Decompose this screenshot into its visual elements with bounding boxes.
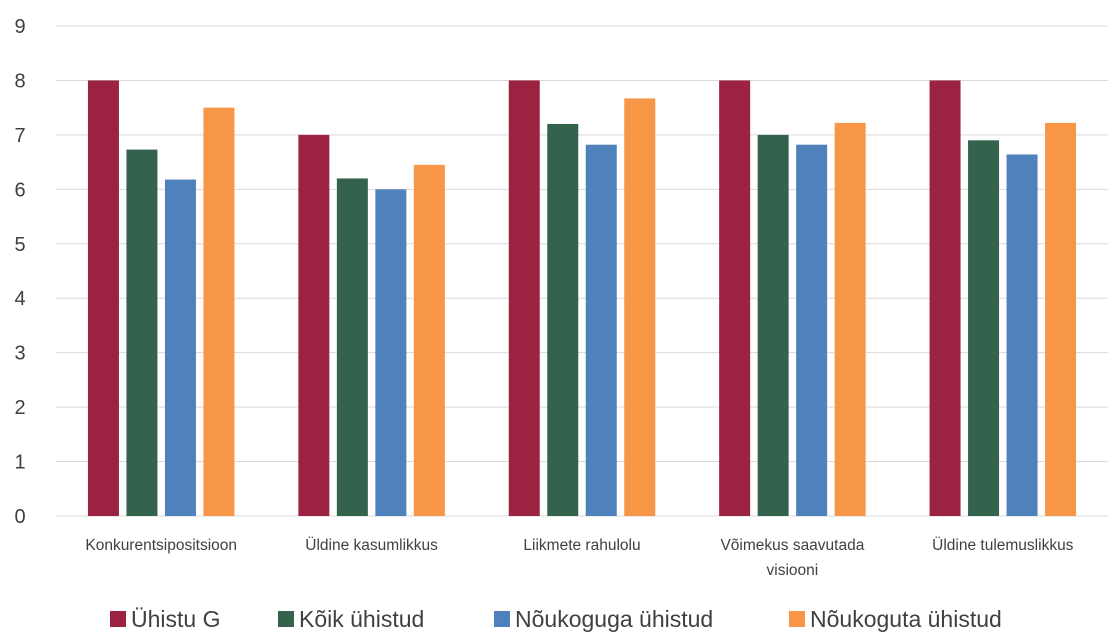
y-tick-label: 5 (14, 234, 25, 256)
y-tick-label: 3 (14, 343, 25, 365)
bars (87, 80, 1077, 517)
bar (968, 140, 1000, 517)
bar (1006, 154, 1038, 516)
bar (298, 134, 330, 516)
legend: Ühistu G Kõik ühistud Nõukoguga ühistud Nõu… (110, 606, 1002, 632)
y-tick-label: 9 (14, 16, 25, 38)
x-tick-label: Liikmete rahulolu (523, 537, 640, 554)
y-tick-label: 1 (14, 452, 25, 474)
bar (834, 122, 866, 517)
bar (508, 80, 540, 516)
bar (796, 144, 828, 516)
y-tick-label: 0 (14, 506, 25, 528)
bar (624, 98, 656, 517)
legend-swatch (278, 611, 294, 627)
bar (126, 149, 158, 517)
y-tick-label: 6 (14, 179, 25, 201)
bar (336, 178, 368, 516)
x-tick-label: visiooni (767, 562, 819, 579)
bar (585, 144, 617, 516)
bar (719, 80, 751, 516)
x-tick-label: Üldine tulemuslikkus (932, 536, 1074, 554)
legend-swatch (110, 611, 126, 627)
legend-swatch (789, 611, 805, 627)
x-axis-ticks: Konkurentsipositsioon Üldine kasumlikkus L… (85, 536, 1073, 579)
y-tick-label: 2 (14, 397, 25, 419)
y-axis-ticks: 0 1 2 3 4 5 6 7 8 9 (14, 16, 25, 528)
legend-label: Kõik ühistud (299, 606, 424, 632)
x-tick-label: Võimekus saavutada (720, 537, 864, 554)
y-tick-label: 7 (14, 125, 25, 147)
legend-label: Nõukoguga ühistud (515, 606, 713, 632)
bar (547, 124, 579, 516)
y-tick-label: 8 (14, 70, 25, 92)
bar (87, 80, 119, 516)
bar (1045, 122, 1077, 517)
x-tick-label: Konkurentsipositsioon (85, 537, 237, 554)
bar (375, 189, 407, 517)
y-tick-label: 4 (14, 288, 25, 310)
legend-label: Ühistu G (131, 606, 220, 632)
legend-swatch (494, 611, 510, 627)
x-tick-label: Üldine kasumlikkus (305, 536, 438, 554)
bar (757, 134, 789, 516)
bar (929, 80, 961, 516)
bar (164, 179, 196, 517)
legend-label: Nõukoguta ühistud (810, 606, 1002, 632)
bar (413, 164, 445, 517)
bar (203, 107, 235, 517)
